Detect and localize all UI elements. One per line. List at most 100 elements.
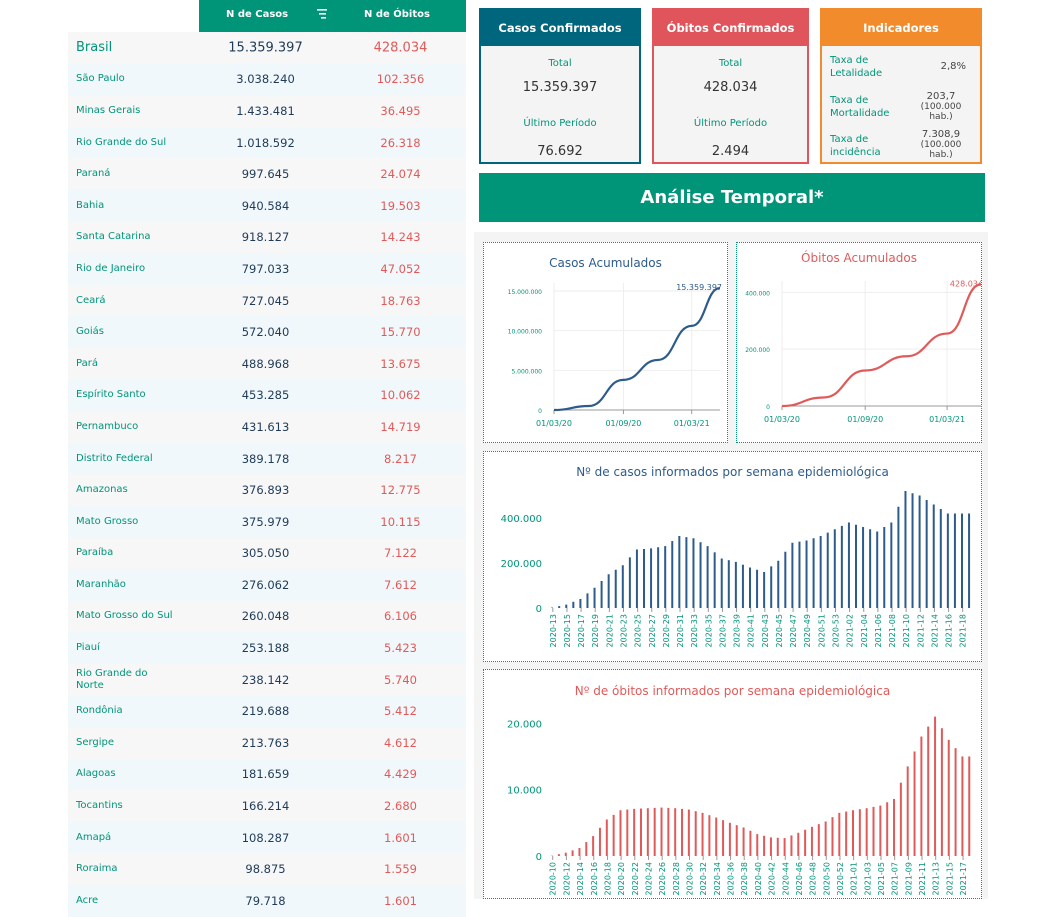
y-tick-label: 0 [536,852,542,863]
y-tick-label: 0 [538,408,542,415]
state-name: Pará [76,358,176,370]
col-deaths-header[interactable]: N de Óbitos [364,9,430,20]
state-deaths: 4.429 [353,767,448,781]
bar [681,809,683,856]
state-deaths: 12.775 [353,483,448,497]
state-deaths: 14.243 [353,230,448,244]
state-name: Minas Gerais [76,105,176,117]
x-tick-label: 2021-02 [846,614,855,647]
state-name: Bahia [76,200,176,212]
state-name: Santa Catarina [76,231,176,243]
x-tick-label: 2020-47 [789,614,798,647]
state-cases: 219.688 [218,704,313,718]
x-tick-label: 2020-16 [590,862,599,895]
bar [661,808,663,856]
x-tick-label: 2020-15 [563,614,572,647]
cases-period-label: Último Período [481,118,639,129]
state-name: Acre [76,895,176,907]
state-name: Maranhão [76,579,176,591]
x-tick-label: 2020-22 [631,862,640,895]
x-tick-label: 2020-53 [831,614,840,647]
bar [834,529,836,608]
x-tick-label: 2021-03 [863,862,872,895]
state-name: Paraná [76,168,176,180]
state-name: Amazonas [76,484,176,496]
state-name: Alagoas [76,768,176,780]
state-name: Ceará [76,295,176,307]
deaths-card: Óbitos Confirmados Total 428.034 Último … [652,8,809,164]
bar [729,823,731,856]
x-tick-label: 2021-09 [904,862,913,895]
x-tick-label: 2020-17 [577,614,586,647]
x-tick-label: 01/03/21 [929,415,965,424]
bar [601,581,603,608]
state-cases: 1.018.592 [218,136,313,150]
state-deaths: 102.356 [353,72,448,86]
bar [615,570,617,608]
bar [879,806,881,856]
bar [735,562,737,608]
data-label: 15.359.397 [676,283,722,292]
bar [845,812,847,856]
x-tick-label: 2021-05 [877,862,886,895]
bar [586,593,588,608]
x-tick-label: 2020-30 [686,862,695,895]
deaths-period-value: 2.494 [654,144,807,159]
state-cases: 1.433.481 [218,104,313,118]
x-tick-label: 2020-28 [672,862,681,895]
bar [692,538,694,608]
indicator-label: Taxa de Letalidade [830,54,895,80]
state-cases: 276.062 [218,578,313,592]
x-tick-label: 2020-48 [809,862,818,895]
bar [961,514,963,609]
filter-icon[interactable] [316,7,328,21]
chart-title: Nº de casos informados por semana epidem… [576,465,889,479]
bar [948,740,950,856]
bar [941,728,943,856]
state-cases: 797.033 [218,262,313,276]
bar [907,766,909,856]
state-deaths: 7.612 [353,578,448,592]
table-row[interactable]: Maranhão 276.062 7.612 [68,569,466,601]
state-cases: 431.613 [218,420,313,434]
state-name: Roraima [76,863,176,875]
indicator-value: 7.308,9(100.000 hab.) [916,130,966,160]
bar [825,821,827,856]
state-cases: 940.584 [218,199,313,213]
state-deaths: 4.612 [353,736,448,750]
deaths-period-label: Último Período [654,118,807,129]
chart-panel-weekly-cases: Nº de casos informados por semana epidem… [483,451,982,662]
bar [721,559,723,609]
bar [784,838,786,856]
cases-card: Casos Confirmados Total 15.359.397 Últim… [479,8,641,164]
col-cases-header[interactable]: N de Casos [226,9,288,20]
state-name: Rio Grande do Norte [76,668,176,692]
